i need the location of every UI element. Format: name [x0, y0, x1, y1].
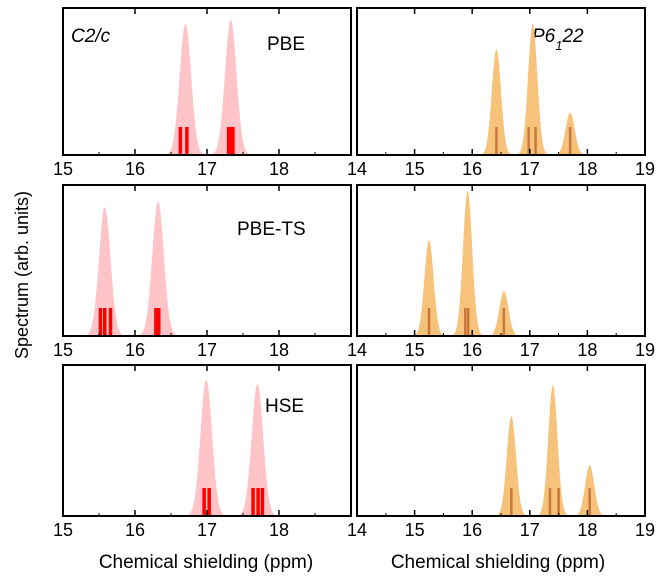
x-tick-label: 18 — [577, 520, 597, 540]
spectrum-peak — [449, 191, 487, 336]
method-label: PBE — [267, 34, 305, 55]
x-tick-label: 16 — [125, 340, 145, 360]
x-axis-label: Chemical shielding (ppm) — [99, 552, 313, 573]
spectrum-peak — [477, 49, 515, 155]
x-tick-label: 14 — [347, 159, 367, 179]
x-tick-label: 15 — [405, 340, 425, 360]
x-tick-label: 16 — [462, 159, 482, 179]
method-label: PBE-TS — [237, 219, 306, 240]
panel-p6-hse: Chemical shielding (ppm) 14 15 16 17 18 19 — [347, 364, 655, 573]
panel-p6-pbets: 14 15 16 17 18 19 — [347, 184, 655, 360]
x-tick-label: 16 — [462, 520, 482, 540]
panel-title: C2/c — [71, 26, 111, 47]
panel-c2c-pbets: PBE-TS 15 16 17 18 — [53, 184, 352, 360]
panel-c2c-hse: HSE Chemical shielding (ppm) 15 16 17 18 — [53, 364, 352, 573]
x-tick-label: 17 — [520, 520, 540, 540]
x-tick-label: 15 — [53, 159, 73, 179]
panel-c2c-pbe: C2/c PBE 15 16 17 18 — [53, 7, 352, 179]
spectrum-peak — [234, 384, 281, 516]
x-tick-label: 17 — [197, 159, 217, 179]
x-tick-label: 18 — [577, 159, 597, 179]
spectrum-peak — [492, 415, 530, 516]
x-tick-label: 18 — [269, 520, 289, 540]
spectrum-peak — [514, 23, 552, 156]
x-tick-label: 18 — [269, 159, 289, 179]
x-tick-label: 17 — [197, 520, 217, 540]
x-tick-label: 16 — [462, 340, 482, 360]
x-axis-label: Chemical shielding (ppm) — [391, 552, 605, 573]
x-tick-label: 17 — [520, 340, 540, 360]
plot-frame — [356, 364, 646, 517]
x-tick-label: 18 — [269, 340, 289, 360]
x-tick-label: 19 — [635, 340, 655, 360]
panel-title: P6122 — [532, 26, 584, 53]
x-tick-label: 14 — [347, 520, 367, 540]
x-tick-label: 19 — [635, 520, 655, 540]
spectrum-peak — [534, 385, 572, 516]
x-tick-label: 15 — [53, 340, 73, 360]
x-tick-label: 15 — [53, 520, 73, 540]
title-subscript: 1 — [555, 38, 562, 53]
method-label: HSE — [265, 396, 304, 417]
spectrum-peak — [207, 19, 254, 155]
x-tick-label: 15 — [405, 520, 425, 540]
y-axis-label: Spectrum (arb. units) — [12, 191, 32, 359]
x-tick-label: 14 — [347, 340, 367, 360]
panel-p6-pbe: P6122 14 15 16 17 18 19 — [347, 7, 655, 179]
spectrum-peak — [410, 240, 448, 336]
x-tick-label: 15 — [405, 159, 425, 179]
x-tick-label: 18 — [577, 340, 597, 360]
x-tick-label: 19 — [635, 159, 655, 179]
spectrum-peak — [183, 379, 230, 516]
x-tick-label: 17 — [520, 159, 540, 179]
x-tick-label: 17 — [197, 340, 217, 360]
x-tick-label: 16 — [125, 159, 145, 179]
x-tick-label: 16 — [125, 520, 145, 540]
spectrum-peak — [135, 201, 182, 336]
spectrum-peak — [162, 23, 209, 156]
spectrum-peak — [81, 206, 128, 336]
